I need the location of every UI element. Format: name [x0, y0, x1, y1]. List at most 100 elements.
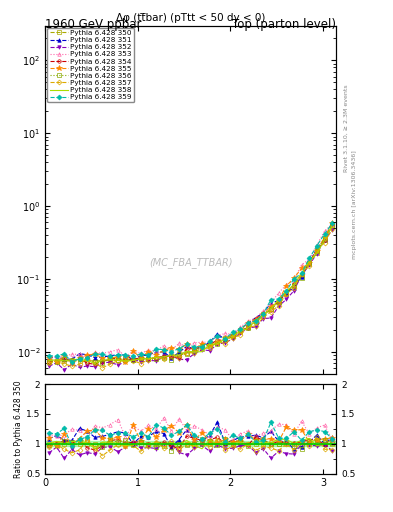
Pythia 6.428 355: [299, 265, 304, 271]
Pythia 6.428 354: [284, 290, 288, 296]
Pythia 6.428 359: [299, 270, 304, 276]
Pythia 6.428 359: [246, 319, 250, 326]
Pythia 6.428 357: [100, 365, 105, 371]
Pythia 6.428 358: [154, 354, 158, 360]
Pythia 6.428 352: [299, 272, 304, 278]
Pythia 6.428 352: [62, 367, 66, 373]
Pythia 6.428 354: [54, 358, 59, 364]
Pythia 6.428 358: [116, 357, 120, 363]
Pythia 6.428 357: [276, 303, 281, 309]
Pythia 6.428 356: [208, 342, 212, 348]
Pythia 6.428 351: [116, 352, 120, 358]
Pythia 6.428 358: [54, 357, 59, 363]
Pythia 6.428 356: [154, 356, 158, 362]
Pythia 6.428 358: [215, 341, 220, 347]
Pythia 6.428 359: [70, 359, 74, 365]
Pythia 6.428 350: [162, 354, 166, 360]
Pythia 6.428 358: [222, 336, 227, 342]
Pythia 6.428 354: [123, 356, 128, 362]
Pythia 6.428 357: [70, 363, 74, 369]
Pythia 6.428 358: [184, 348, 189, 354]
Pythia 6.428 353: [307, 257, 312, 263]
Pythia 6.428 353: [238, 324, 242, 330]
Pythia 6.428 357: [177, 355, 182, 361]
Pythia 6.428 356: [200, 344, 204, 350]
Pythia 6.428 357: [123, 358, 128, 364]
Pythia 6.428 356: [146, 356, 151, 362]
Pythia 6.428 352: [177, 356, 182, 362]
Pythia 6.428 350: [222, 337, 227, 343]
Pythia 6.428 352: [261, 315, 266, 322]
Pythia 6.428 352: [85, 363, 90, 369]
Pythia 6.428 357: [77, 361, 82, 368]
Pythia 6.428 350: [215, 340, 220, 347]
Pythia 6.428 356: [77, 356, 82, 362]
Pythia 6.428 355: [184, 341, 189, 347]
Pythia 6.428 352: [253, 324, 258, 330]
Pythia 6.428 359: [292, 276, 296, 282]
Line: Pythia 6.428 354: Pythia 6.428 354: [47, 222, 334, 366]
Line: Pythia 6.428 356: Pythia 6.428 356: [47, 224, 334, 365]
Pythia 6.428 359: [268, 296, 273, 303]
Legend: Pythia 6.428 350, Pythia 6.428 351, Pythia 6.428 352, Pythia 6.428 353, Pythia 6: Pythia 6.428 350, Pythia 6.428 351, Pyth…: [48, 28, 134, 102]
Pythia 6.428 353: [62, 353, 66, 359]
Pythia 6.428 356: [192, 348, 197, 354]
Pythia 6.428 353: [138, 350, 143, 356]
Pythia 6.428 354: [184, 346, 189, 352]
Pythia 6.428 355: [108, 355, 112, 361]
Pythia 6.428 352: [200, 347, 204, 353]
Pythia 6.428 354: [292, 281, 296, 287]
Pythia 6.428 354: [92, 361, 97, 368]
Pythia 6.428 350: [238, 329, 242, 335]
Pythia 6.428 358: [62, 358, 66, 364]
Pythia 6.428 359: [138, 351, 143, 357]
Pythia 6.428 354: [330, 221, 334, 227]
Pythia 6.428 355: [208, 342, 212, 348]
Pythia 6.428 355: [100, 355, 105, 361]
Pythia 6.428 351: [162, 349, 166, 355]
Pythia 6.428 355: [246, 319, 250, 326]
Pythia 6.428 356: [184, 351, 189, 357]
Pythia 6.428 350: [299, 272, 304, 278]
Pythia 6.428 359: [238, 326, 242, 332]
Pythia 6.428 350: [261, 313, 266, 319]
Pythia 6.428 354: [146, 356, 151, 362]
Pythia 6.428 355: [70, 358, 74, 365]
Pythia 6.428 355: [169, 345, 174, 351]
Pythia 6.428 355: [268, 304, 273, 310]
Pythia 6.428 357: [215, 338, 220, 345]
Pythia 6.428 359: [169, 349, 174, 355]
Pythia 6.428 354: [131, 356, 136, 362]
Pythia 6.428 356: [246, 325, 250, 331]
Pythia 6.428 351: [230, 332, 235, 338]
Pythia 6.428 359: [154, 346, 158, 352]
Pythia 6.428 357: [284, 291, 288, 297]
Pythia 6.428 356: [123, 355, 128, 361]
Pythia 6.428 350: [100, 358, 105, 364]
Text: Rivet 3.1.10, ≥ 2.3M events: Rivet 3.1.10, ≥ 2.3M events: [344, 84, 349, 172]
Pythia 6.428 351: [108, 353, 112, 359]
Pythia 6.428 357: [238, 332, 242, 338]
Pythia 6.428 352: [208, 348, 212, 354]
Pythia 6.428 358: [177, 352, 182, 358]
Pythia 6.428 350: [108, 357, 112, 364]
Text: Top (parton level): Top (parton level): [232, 18, 336, 31]
Pythia 6.428 358: [46, 357, 51, 364]
Pythia 6.428 354: [77, 356, 82, 362]
Pythia 6.428 355: [230, 332, 235, 338]
Pythia 6.428 353: [108, 349, 112, 355]
Line: Pythia 6.428 352: Pythia 6.428 352: [47, 228, 334, 372]
Pythia 6.428 358: [230, 333, 235, 339]
Pythia 6.428 359: [276, 296, 281, 302]
Pythia 6.428 355: [154, 352, 158, 358]
Pythia 6.428 358: [330, 223, 334, 229]
Pythia 6.428 350: [230, 333, 235, 339]
Pythia 6.428 353: [85, 355, 90, 361]
Line: Pythia 6.428 350: Pythia 6.428 350: [47, 224, 334, 362]
Pythia 6.428 359: [46, 353, 51, 359]
Pythia 6.428 350: [292, 282, 296, 288]
Pythia 6.428 350: [322, 237, 327, 243]
Pythia 6.428 356: [108, 355, 112, 361]
Pythia 6.428 351: [307, 260, 312, 266]
Pythia 6.428 351: [200, 344, 204, 350]
